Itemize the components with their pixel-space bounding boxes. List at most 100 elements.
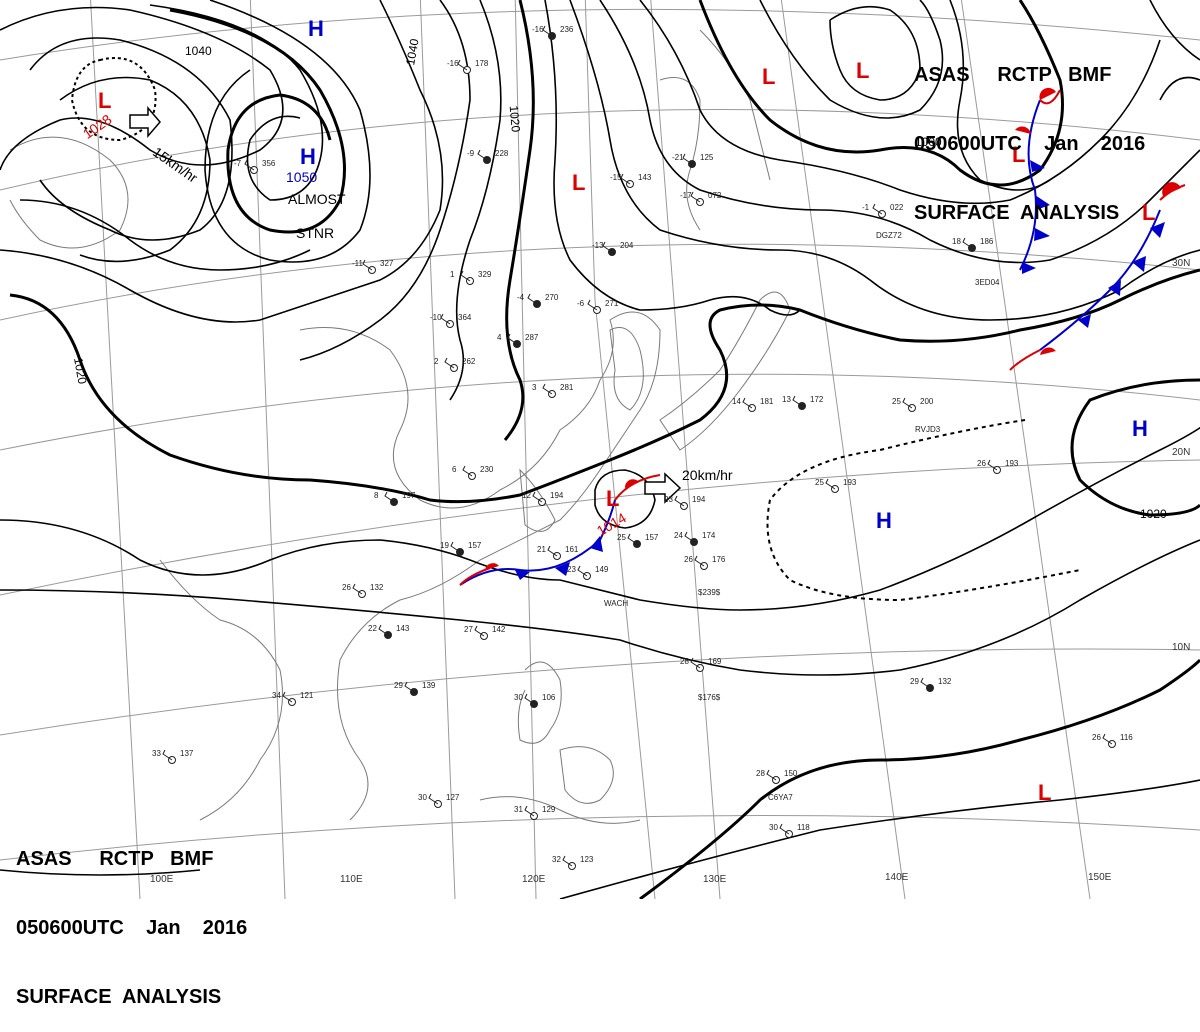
wind-barb	[902, 397, 913, 409]
isobar-line	[19, 199, 311, 271]
lon-label: 110E	[340, 874, 363, 885]
station-temp: 26	[1092, 733, 1101, 742]
wind-barb	[602, 241, 613, 253]
station-plot: -4 270	[517, 293, 559, 308]
station-temp: -7	[234, 159, 242, 168]
wind-barb	[690, 191, 701, 203]
station-temp: 3	[532, 383, 537, 392]
header-bottom-left: ASAS RCTP BMF 050600UTC Jan 2016 SURFACE…	[16, 802, 247, 1032]
wind-barb	[352, 583, 363, 595]
isobar-line	[449, 0, 502, 401]
station-temp: 6	[452, 465, 457, 474]
station-plot: 34 121	[272, 691, 314, 706]
wind-barb	[825, 478, 836, 490]
isobar-line	[204, 0, 371, 263]
station-plots: -16 236-16 178-15 143-13 204-11 327-10 364-9 22…	[152, 25, 1133, 870]
wind-barb	[450, 541, 461, 553]
isobar-label: 1020	[1140, 507, 1167, 521]
cold-front	[459, 499, 616, 586]
wind-barb	[527, 293, 538, 305]
station-pressure: 132	[938, 677, 952, 686]
station-pressure: 022	[890, 203, 904, 212]
station-pressure: 143	[638, 173, 652, 182]
wind-barb	[674, 495, 685, 507]
station-code: $239$	[698, 588, 721, 597]
isobar-line	[599, 0, 1200, 264]
station-pressure: 157	[468, 541, 482, 550]
station-plot: 31 129	[514, 805, 556, 820]
isobar-line	[949, 0, 1051, 191]
pressure-value: 1050	[286, 169, 317, 185]
station-temp: -16	[447, 59, 459, 68]
isobar-line	[70, 57, 157, 142]
station-temp: 25	[617, 533, 626, 542]
station-plot: 33 137	[152, 749, 194, 764]
station-plot: 25 157	[617, 533, 659, 548]
station-pressure: 197	[402, 491, 416, 500]
low-center: L	[1038, 780, 1051, 805]
isobar-line	[559, 779, 1200, 899]
low-center: L	[606, 486, 619, 511]
low-center: L	[1012, 142, 1025, 167]
grid-labels: 110E 120E 130E 140E 150E 100E 30N 20N 10…	[150, 258, 1190, 885]
station-pressure: 327	[380, 259, 394, 268]
station-pressure: 181	[760, 397, 774, 406]
station-pressure: 262	[462, 357, 476, 366]
station-plot: 24 174	[674, 531, 716, 546]
header-line-2: 050600UTC Jan 2016	[16, 917, 248, 939]
station-plot: 19 157	[440, 541, 482, 556]
station-plot: 30 106	[514, 693, 556, 708]
isobar-line	[503, 0, 535, 441]
isobar-label: 1020	[507, 105, 523, 133]
speed-label: 20km/hr	[682, 467, 733, 483]
wind-barb	[378, 624, 389, 636]
station-temp: 23	[567, 565, 576, 574]
station-pressure: 236	[560, 25, 574, 34]
weather-map: 1040 1040 1020 1000 1020 1020	[0, 0, 1200, 899]
station-temp: -6	[577, 299, 585, 308]
isobar-line	[1070, 378, 1200, 517]
station-temp: -15	[610, 173, 622, 182]
wind-barb	[1102, 733, 1113, 745]
high-center: H	[876, 508, 892, 533]
station-temp: -11	[352, 259, 364, 268]
station-pressure: 271	[605, 299, 619, 308]
station-plot: 30 118	[769, 823, 810, 838]
station-temp: 8	[374, 491, 379, 500]
station-plot: -13 204	[592, 241, 634, 256]
station-plot: -11 327	[352, 259, 394, 274]
station-temp: 26	[684, 555, 693, 564]
low-center: L	[762, 64, 775, 89]
station-pressure: 364	[458, 313, 472, 322]
station-plot: -16 236	[532, 25, 574, 40]
isobar-line	[9, 268, 1200, 504]
wind-barb	[444, 357, 455, 369]
station-pressure: 193	[843, 478, 857, 487]
station-plot: 21 161	[537, 545, 579, 560]
wind-barb	[460, 270, 471, 282]
warm-front	[1039, 89, 1061, 105]
station-temp: 32	[552, 855, 561, 864]
wind-barb	[474, 625, 485, 637]
station-code: DGZ72	[876, 231, 902, 240]
station-plot: 29 132	[910, 677, 952, 692]
isobar-line	[1159, 76, 1200, 101]
station-plot: 25 193	[815, 478, 857, 493]
wind-barb	[428, 793, 439, 805]
low-center: L	[98, 88, 111, 113]
station-pressure: 174	[702, 531, 716, 540]
station-plot: 28 169	[680, 657, 722, 672]
station-plot: 28 150	[756, 769, 798, 784]
station-temp: 12	[522, 491, 531, 500]
isobar-line	[29, 37, 233, 241]
wind-barb	[562, 855, 573, 867]
station-temp: -10	[430, 313, 442, 322]
wind-barb	[987, 459, 998, 471]
station-pressure: 228	[495, 149, 509, 158]
cold-front-triangle	[515, 570, 530, 580]
station-plot: 26 116	[1092, 733, 1133, 748]
station-plot: 30 127	[418, 793, 460, 808]
station-temp: 23	[664, 495, 673, 504]
station-temp: 29	[394, 681, 403, 690]
station-temp: -9	[467, 149, 475, 158]
